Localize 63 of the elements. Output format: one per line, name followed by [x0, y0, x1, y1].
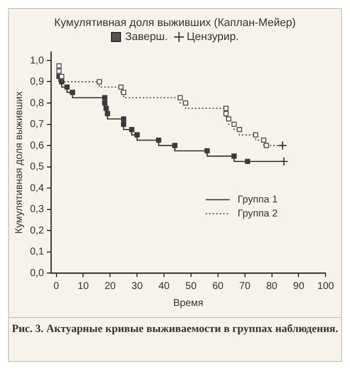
point — [102, 95, 108, 100]
y-tick-label: 0,9 — [30, 76, 44, 88]
y-tick-label: 1,0 — [30, 55, 44, 66]
y-tick-label: 0,1 — [30, 246, 44, 258]
point — [279, 156, 289, 166]
point — [231, 122, 237, 127]
point — [96, 79, 102, 84]
point — [182, 100, 188, 106]
point — [223, 111, 229, 116]
point — [56, 68, 62, 74]
y-axis-title: Кумулятивная доля выживших — [14, 91, 25, 234]
point — [121, 90, 126, 95]
point — [59, 74, 64, 80]
x-tick-label: 100 — [317, 280, 334, 292]
point — [56, 63, 62, 68]
y-tick-label: 0,3 — [30, 204, 44, 215]
point — [104, 111, 110, 116]
x-tick-label: 40 — [158, 280, 170, 292]
point — [102, 100, 108, 106]
point — [70, 90, 76, 95]
point — [244, 158, 250, 164]
point — [64, 84, 70, 90]
x-tick-label: 50 — [185, 280, 197, 292]
point — [223, 106, 229, 111]
y-tick-label: 0,8 — [30, 98, 44, 109]
point — [121, 116, 126, 122]
text: Рис. 3. Актуарные кривые выживаемости в группах наблюдения. — [9, 317, 341, 335]
point — [156, 138, 162, 143]
point — [104, 106, 109, 111]
x-tick-label: 0 — [54, 280, 60, 292]
point — [278, 140, 288, 150]
text: Заверш. — [125, 31, 168, 43]
point — [226, 116, 232, 122]
x-tick-label: 10 — [78, 280, 90, 292]
point — [253, 132, 258, 138]
point — [118, 84, 124, 90]
y-tick-label: 0,0 — [30, 268, 44, 279]
x-tick-label: 90 — [293, 280, 305, 292]
x-tick-label: 20 — [104, 280, 116, 292]
point — [121, 122, 126, 127]
legend-label: Группа 2 — [238, 208, 278, 220]
y-tick-label: 0,2 — [30, 225, 44, 236]
point — [236, 126, 242, 132]
x-tick-label: 70 — [239, 280, 251, 292]
x-axis-title: Время — [173, 298, 204, 309]
point — [231, 154, 237, 159]
x-tick-label: 30 — [132, 280, 144, 292]
y-tick-label: 0,5 — [30, 162, 44, 172]
x-tick-label: 80 — [266, 280, 278, 292]
point — [264, 142, 270, 148]
point — [134, 132, 140, 138]
x-tick-label: 60 — [212, 280, 224, 292]
y-tick-label: 0,6 — [30, 140, 44, 152]
point — [129, 126, 134, 132]
point — [178, 95, 183, 100]
y-tick-label: 0,4 — [30, 182, 44, 194]
legend-label: Группа 1 — [238, 194, 278, 206]
point — [204, 148, 210, 154]
legend-label: Цензурир. — [186, 31, 239, 43]
point — [261, 138, 266, 143]
y-tick-label: 0,7 — [30, 119, 44, 130]
point — [172, 142, 178, 148]
chart-title: Кумулятивная доля выживших (Каплан-Мейер) — [53, 16, 297, 29]
